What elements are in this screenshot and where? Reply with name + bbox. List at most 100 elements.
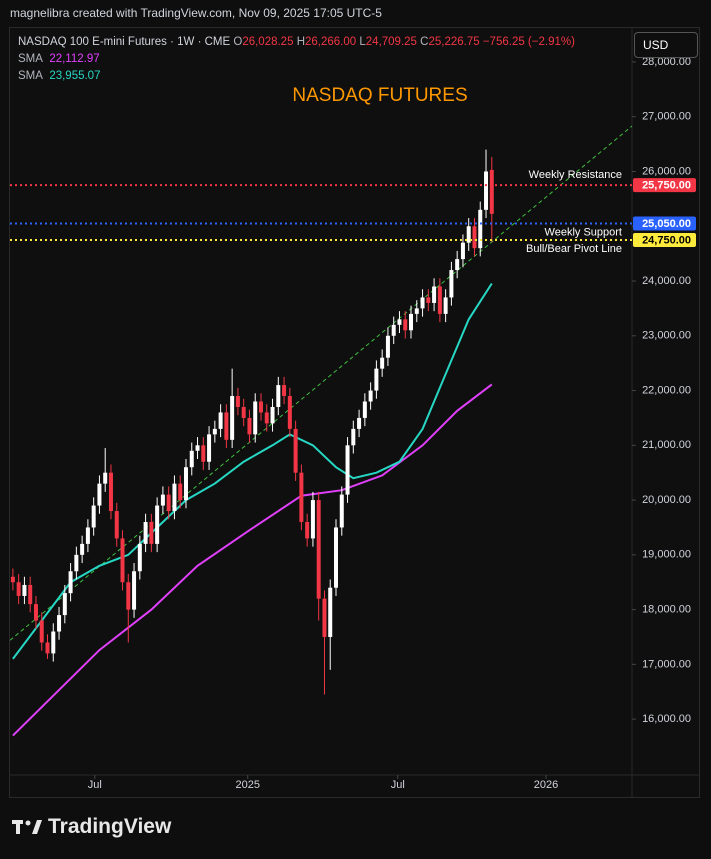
- legend: NASDAQ 100 E-mini Futures · 1W · CME O26…: [18, 34, 575, 85]
- candle-body: [91, 505, 96, 528]
- level-text: Weekly Resistance: [529, 169, 622, 181]
- y-tick-label: 20,000.00: [642, 494, 691, 506]
- symbol: NASDAQ 100 E-mini Futures · 1W · CME: [18, 36, 231, 48]
- candle-body: [33, 604, 38, 621]
- indicator-name: SMA: [18, 53, 43, 65]
- candle-body: [345, 445, 350, 495]
- y-tick-label: 21,000.00: [642, 439, 691, 451]
- logo-text: TradingView: [48, 815, 172, 838]
- candle-body: [293, 428, 298, 473]
- candle-body: [368, 390, 373, 402]
- y-tick-label: 28,000.00: [642, 56, 691, 68]
- legend-value: 24,709.25: [365, 36, 417, 48]
- price-tag-label: 25,050.00: [642, 218, 691, 230]
- candle-body: [316, 500, 321, 599]
- candle-body: [264, 412, 269, 424]
- candle-body: [270, 406, 275, 424]
- y-tick-label: 18,000.00: [642, 604, 691, 616]
- logo-icon: [12, 820, 42, 834]
- candle-body: [120, 538, 125, 583]
- candle-body: [287, 396, 292, 429]
- level-text: Bull/Bear Pivot Line: [526, 243, 622, 255]
- price-tag: [633, 178, 696, 193]
- legend-value: 25,226.75: [428, 36, 480, 48]
- candle-body: [403, 319, 408, 331]
- candle-body: [201, 445, 206, 462]
- change: −756.25 (−2.91%): [482, 36, 575, 48]
- candle-body: [108, 472, 113, 512]
- candle-body: [484, 171, 489, 210]
- y-tick-label: 17,000.00: [642, 658, 691, 670]
- candle-body: [103, 472, 108, 484]
- legend-value: 26,028.25: [242, 36, 294, 48]
- candle-body: [126, 582, 131, 610]
- candle-body: [212, 428, 217, 435]
- candle-body: [276, 385, 281, 407]
- candle-body: [97, 483, 102, 506]
- candle-body: [160, 494, 165, 506]
- candle-body: [489, 169, 494, 214]
- x-tick-label: Jul: [88, 779, 102, 791]
- candle-body: [132, 571, 137, 610]
- candle-body: [385, 335, 390, 358]
- y-tick-label: 16,000.00: [642, 713, 691, 725]
- y-tick-label: 26,000.00: [642, 165, 691, 177]
- candle-body: [362, 401, 367, 418]
- candle-body: [305, 521, 310, 539]
- indicator-value: 23,955.07: [49, 70, 101, 82]
- candle-body: [472, 226, 477, 249]
- trend-line: [10, 125, 632, 641]
- candle-body: [322, 598, 327, 637]
- logo: TradingView: [12, 815, 171, 839]
- candle-body: [45, 642, 50, 654]
- candle-body: [478, 209, 483, 249]
- candle-body: [80, 543, 85, 555]
- y-tick-label: 23,000.00: [642, 330, 691, 342]
- indicator-value: 22,112.97: [49, 53, 100, 65]
- indicator-name: SMA: [18, 70, 43, 82]
- candle-body: [224, 412, 229, 440]
- candle-body: [149, 521, 154, 544]
- candle-body: [299, 472, 304, 522]
- candle-body: [166, 494, 171, 512]
- candle-body: [62, 593, 67, 616]
- candle-body: [16, 582, 21, 596]
- candle-body: [28, 584, 33, 605]
- candle-body: [22, 584, 27, 596]
- candle-body: [282, 385, 287, 397]
- y-tick-label: 22,000.00: [642, 384, 691, 396]
- candle-body: [357, 417, 362, 429]
- legend-key: O: [233, 36, 243, 48]
- attribution: magnelibra created with TradingView.com,…: [10, 6, 382, 20]
- candle-body: [449, 270, 454, 298]
- chart: NASDAQ FUTURES 16,000.00 17,000.00 18,000.…: [9, 27, 700, 798]
- legend-key: C: [420, 36, 429, 48]
- y-tick-label: 19,000.00: [642, 549, 691, 561]
- candle-body: [443, 297, 448, 314]
- candle-body: [247, 417, 252, 435]
- price-tag: [633, 232, 696, 247]
- candle-body: [39, 620, 44, 643]
- candle-body: [74, 554, 79, 572]
- candle-body: [253, 401, 258, 435]
- candle-body: [51, 631, 56, 654]
- candle-body: [437, 286, 442, 314]
- candle-body: [328, 587, 333, 637]
- candle-body: [258, 401, 263, 413]
- candle-body: [241, 406, 246, 418]
- candle-body: [460, 242, 465, 260]
- candle-body: [172, 483, 177, 512]
- candle-body: [183, 467, 188, 501]
- sma-line: [12, 282, 493, 660]
- y-tick-label: 24,000.00: [642, 275, 691, 287]
- candle-body: [414, 308, 419, 314]
- candle-body: [466, 226, 471, 243]
- currency-button[interactable]: USD: [634, 32, 698, 58]
- candle-body: [380, 357, 385, 369]
- plot-area: [10, 125, 632, 737]
- legend-key: H: [296, 36, 305, 48]
- candle-body: [310, 500, 315, 539]
- candle-body: [178, 483, 183, 501]
- candle-body: [189, 450, 194, 468]
